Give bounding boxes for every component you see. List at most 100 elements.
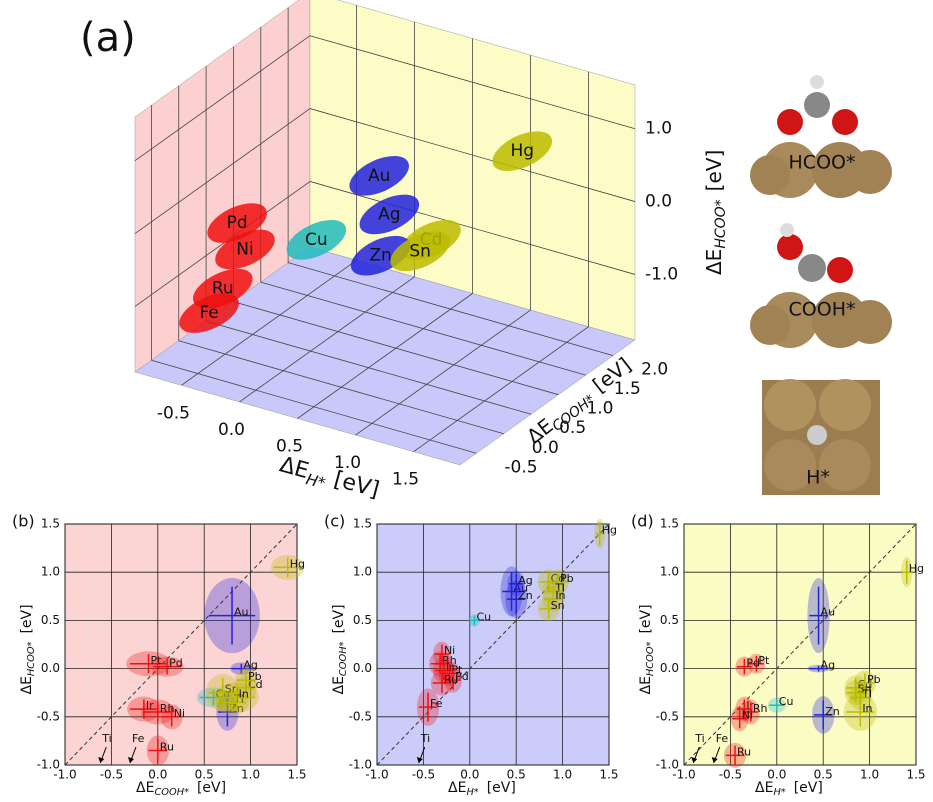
point-label: Au xyxy=(234,606,249,619)
point-label: Cu xyxy=(476,610,491,623)
cooh-image: COOH* xyxy=(750,223,892,348)
point-label: Hg xyxy=(290,557,305,570)
axis-label-unit: [eV] xyxy=(638,604,654,633)
point-label: Pt xyxy=(758,654,770,667)
point-label: Cu xyxy=(305,230,328,250)
axis-label: ΔEHCOO* [eV] xyxy=(638,604,656,694)
panel-label: (b) xyxy=(12,512,35,531)
x-tick-label: -0.5 xyxy=(100,768,123,782)
axis-label-main: ΔE xyxy=(702,249,726,275)
axis-label-main: ΔE xyxy=(755,780,773,796)
hcoo-image: HCOO* xyxy=(750,70,892,198)
y-tick-label: -0.5 xyxy=(37,709,60,723)
point-label: Zn xyxy=(825,705,840,718)
axis-label-main: ΔE xyxy=(638,676,654,694)
offscale-label: Fe xyxy=(132,732,145,745)
x-tick-label: 1.5 xyxy=(287,768,306,782)
point-label: Au xyxy=(821,606,836,619)
axis-label: ΔEHCOO* [eV] xyxy=(19,604,37,694)
x-tick-label: -0.5 xyxy=(157,403,190,423)
y-tick-label: 0.5 xyxy=(660,613,679,627)
offscale-label: Ti xyxy=(694,732,704,745)
y-tick-label: 1.5 xyxy=(353,517,372,531)
offscale-label: Ti xyxy=(420,732,430,745)
point-label: Sn xyxy=(409,241,431,261)
axis-label: ΔECOOH* [eV] xyxy=(331,604,349,694)
axis-label-main: ΔE xyxy=(19,676,35,694)
y-tick-label: 0.0 xyxy=(41,661,60,675)
point-label: Ni xyxy=(174,707,185,720)
panel-label: (a) xyxy=(80,15,136,61)
adsorbate-label: H* xyxy=(806,467,830,489)
axis-label-sub: HCOO* xyxy=(713,199,729,248)
panel-label: (d) xyxy=(631,512,654,531)
point-label: Pd xyxy=(227,213,248,233)
axis-label-sub: COOH* xyxy=(338,641,349,676)
y-tick-label: 1.0 xyxy=(41,565,60,579)
point-label: Pd xyxy=(746,657,760,670)
axis-label-main: ΔE xyxy=(136,780,154,796)
y-tick-label: 0.5 xyxy=(353,613,372,627)
point-label: In xyxy=(239,688,249,701)
h-image: H* xyxy=(762,379,880,495)
offscale-label: Ti xyxy=(101,732,111,745)
x-tick-label: 1.5 xyxy=(906,768,925,782)
axis-label: ΔEHCOO* [eV] xyxy=(702,150,730,275)
figure: HCOO* COOH* H* -0.5 0.0 0.5 1.0 1.5 -0.5 0.0 0.… xyxy=(0,0,933,798)
axis-label-sub: HCOO* xyxy=(26,641,37,676)
y-tick-label: -1.0 xyxy=(37,758,60,772)
z-tick-label: 0.0 xyxy=(645,192,672,212)
axis-label-unit: [eV] xyxy=(19,604,35,633)
x-tick-label: 1.0 xyxy=(553,768,572,782)
point-label: Ru xyxy=(160,741,174,754)
z-tick-label: 1.0 xyxy=(645,119,672,139)
axis-label-unit: [eV] xyxy=(487,780,516,796)
y-tick-label: 0.5 xyxy=(41,613,60,627)
axis-label: ΔEH* [eV] xyxy=(448,780,516,798)
panel-label: (c) xyxy=(324,512,345,531)
axis-label-main: ΔE xyxy=(448,780,466,796)
axis-label-unit: [eV] xyxy=(331,604,347,633)
axis-label-sub: COOH* xyxy=(154,787,189,798)
point-label: Hg xyxy=(602,524,617,537)
x-tick-label: -0.5 xyxy=(412,768,435,782)
axis-label-main: ΔE xyxy=(331,676,347,694)
y-tick-label: 1.0 xyxy=(660,565,679,579)
axis-label-sub: H* xyxy=(304,470,328,492)
z-tick-label: -1.0 xyxy=(645,264,678,284)
point-label: Zn xyxy=(518,589,533,602)
x-tick-label: -0.5 xyxy=(719,768,742,782)
point-label: Hg xyxy=(510,141,534,161)
point-label: Ni xyxy=(742,709,753,722)
point-label: Ag xyxy=(821,659,836,672)
point-label: Au xyxy=(368,166,390,186)
axis-label-unit: [eV] xyxy=(197,780,226,796)
axis-label: ΔEH*[eV] xyxy=(276,452,382,506)
point-label: Fe xyxy=(199,303,218,323)
x-tick-label: 0.0 xyxy=(218,420,245,440)
y-tick-label: 1.0 xyxy=(353,565,372,579)
axis-label-sub: H* xyxy=(466,787,478,798)
x-tick-label: 1.5 xyxy=(392,470,419,490)
point-label: Fe xyxy=(430,697,443,710)
axis-label-unit: [eV] xyxy=(702,150,726,192)
axis-label: ΔEH*[eV] xyxy=(755,780,823,798)
axis-label-sub: HCOO* xyxy=(645,641,656,676)
axis-label-unit: [eV] xyxy=(794,780,823,796)
point-label: Sn xyxy=(551,599,565,612)
y-tick-label: 0.0 xyxy=(353,661,372,675)
y-tick-label: -0.5 xyxy=(349,709,372,723)
y-tick-label: 1.5 xyxy=(660,517,679,531)
y-tick-label: 2.0 xyxy=(641,360,668,380)
point-label: Ru xyxy=(737,745,751,758)
y-tick-label: 1.5 xyxy=(41,517,60,531)
offscale-label: Fe xyxy=(716,732,729,745)
point-label: Ni xyxy=(236,239,253,259)
y-tick-label: -1.0 xyxy=(656,758,679,772)
point-label: Pd xyxy=(169,657,183,670)
axis-label-unit: [eV] xyxy=(331,467,382,503)
adsorbate-label: COOH* xyxy=(789,299,856,321)
y-tick-label: -0.5 xyxy=(504,457,537,477)
point-label: In xyxy=(862,702,872,715)
adsorbate-images: HCOO* COOH* H* xyxy=(750,70,892,495)
